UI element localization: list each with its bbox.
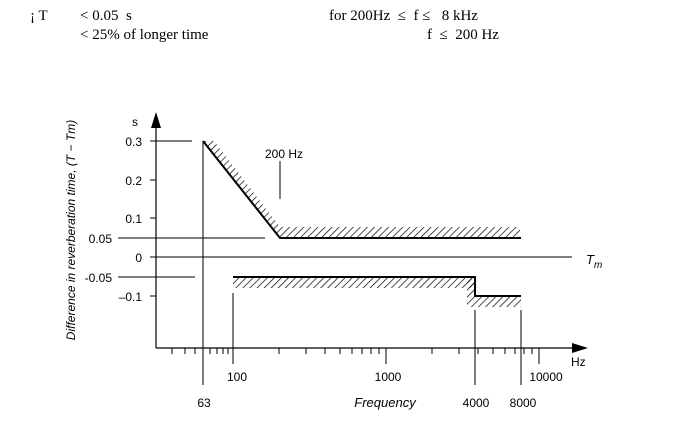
header-line2-value: < 25% of longer time xyxy=(80,27,209,43)
header-symbol: ¡ T xyxy=(30,8,48,24)
lower-band-hatch-left xyxy=(233,277,475,288)
x-mark-4000: 4000 xyxy=(463,396,490,410)
upper-band-hatch xyxy=(280,227,520,237)
lower-step-hatch xyxy=(467,277,475,307)
x-mark-8000: 8000 xyxy=(510,396,537,410)
y-tick-0: 0 xyxy=(135,251,142,265)
y-tick-0.05: 0.05 xyxy=(89,232,113,246)
y-tick-0.1: 0.1 xyxy=(125,212,142,226)
y-unit-label: s xyxy=(132,115,138,129)
y-axis-title: Difference in reverberation time, (T − T… xyxy=(64,120,78,340)
annotation-200hz: 200 Hz xyxy=(265,147,303,161)
y-tick-minus-0.05: -0.05 xyxy=(85,271,113,285)
y-ticks xyxy=(150,140,156,297)
y-tick-0.2: 0.2 xyxy=(125,174,142,188)
x-unit-label: Hz xyxy=(571,355,586,369)
reference-label-tm: Tm xyxy=(586,252,602,271)
x-tick-1000: 1000 xyxy=(375,370,402,384)
lower-band-hatch-right xyxy=(475,296,521,307)
lower-limit-line xyxy=(233,276,521,297)
y-tick-minus-0.1: –0.1 xyxy=(119,290,143,304)
x-tick-10000: 10000 xyxy=(529,370,563,384)
upper-limit-line xyxy=(202,140,521,239)
x-axis-arrow xyxy=(572,343,588,353)
x-axis-title: Frequency xyxy=(354,395,417,410)
y-axis-arrow xyxy=(151,112,161,128)
header-line1-condition: for 200Hz ≤ f ≤ 8 kHz xyxy=(329,8,478,24)
reference-label-t: T xyxy=(586,252,595,267)
y-tick-0.3: 0.3 xyxy=(125,135,142,149)
x-mark-63: 63 xyxy=(197,396,211,410)
reference-label-subscript: m xyxy=(594,260,602,271)
header-line1-value: < 0.05 s xyxy=(80,8,132,24)
header-line2-condition: f ≤ 200 Hz xyxy=(427,27,499,43)
x-ticks xyxy=(171,348,540,364)
x-tick-100: 100 xyxy=(227,370,247,384)
